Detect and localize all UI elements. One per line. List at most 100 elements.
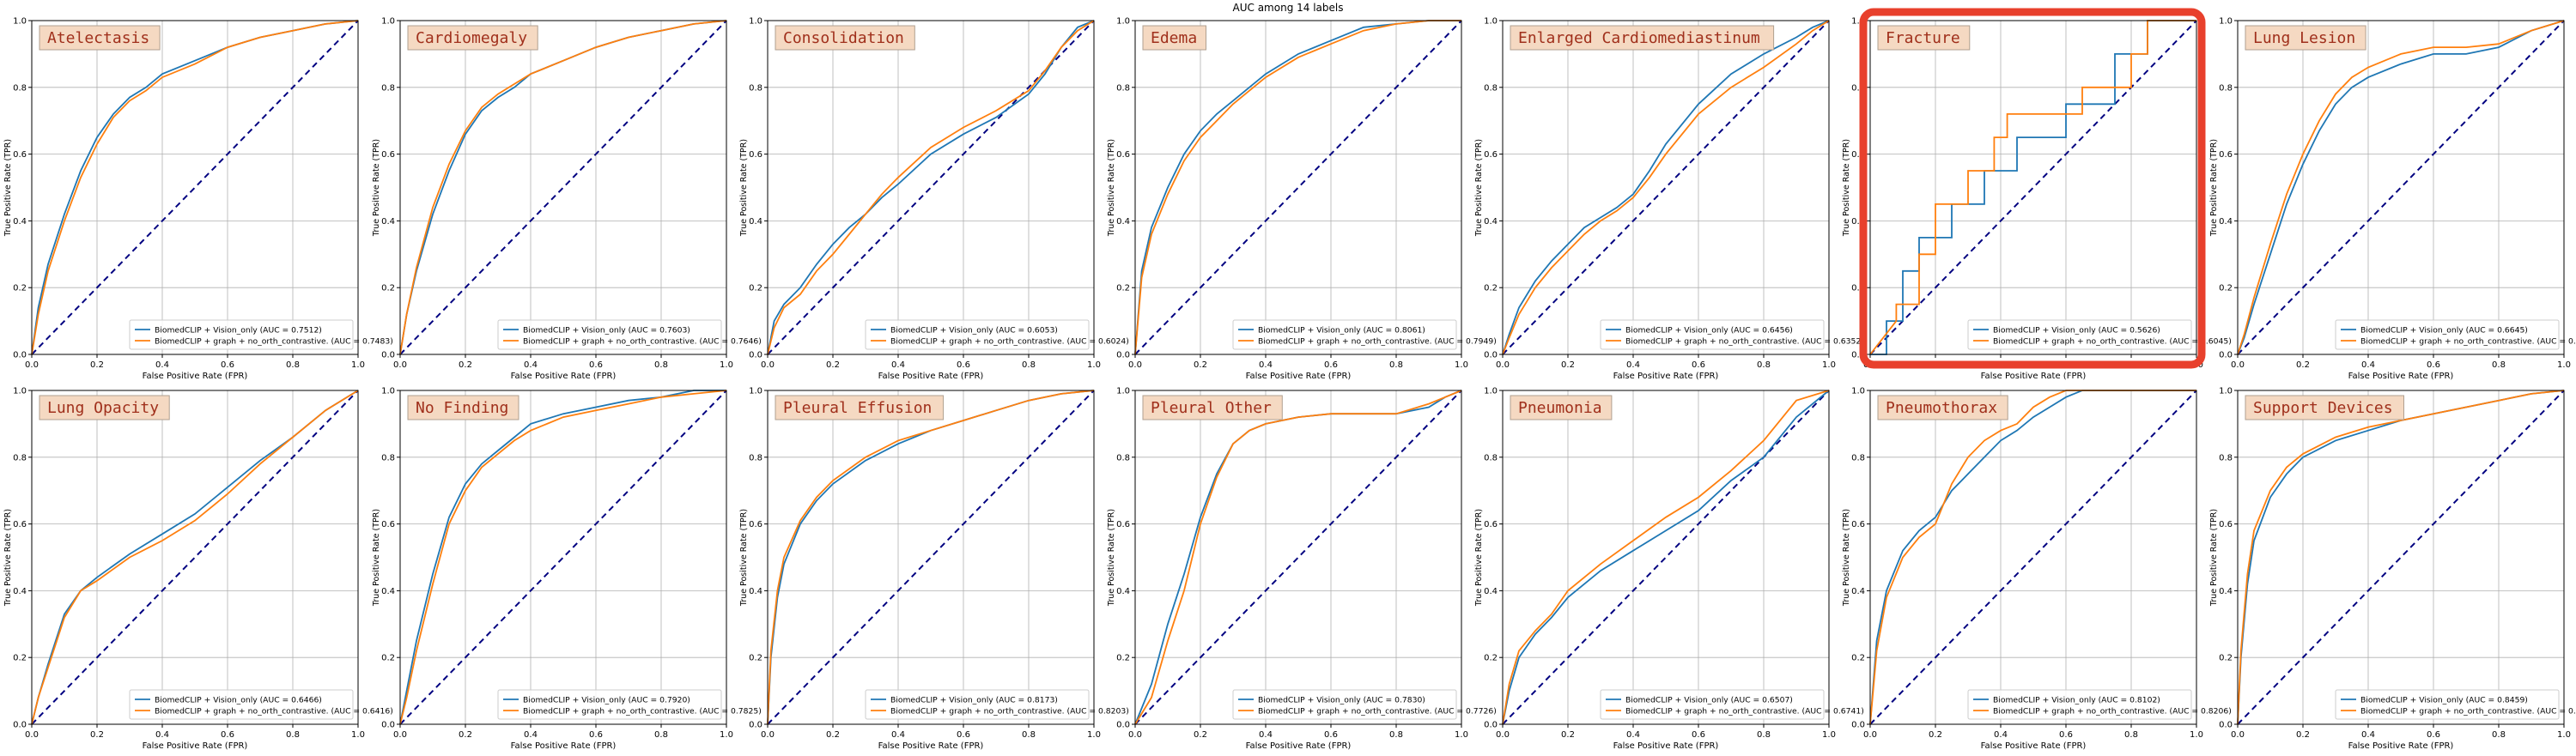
x-tick-label: 0.2 [826,730,840,740]
x-tick-label: 1.0 [2190,730,2203,740]
y-tick-label: 0.6 [749,520,762,529]
legend-entry: BiomedCLIP + graph + no_orth_contrastive… [1993,337,2232,347]
x-axis-label: False Positive Rate (FPR) [1981,372,2087,381]
roc-curve-graph [399,390,727,725]
panel-title-box [1510,25,1775,51]
legend-entry: BiomedCLIP + graph + no_orth_contrastive… [155,707,393,717]
y-tick-label: 0.8 [1116,453,1130,463]
legend-entry: BiomedCLIP + Vision_only (AUC = 0.8459) [2360,696,2528,705]
legend-entry: BiomedCLIP + graph + no_orth_contrastive… [1993,707,2232,717]
roc-curve-graph [767,390,1095,725]
legend-entry: BiomedCLIP + graph + no_orth_contrastive… [1258,707,1497,717]
y-tick-label: 0.0 [749,351,762,360]
legend-entry: BiomedCLIP + Vision_only (AUC = 0.8061) [1258,326,1425,336]
x-tick-label: 0.8 [286,730,300,740]
y-tick-label: 1.0 [1851,387,1865,396]
legend-box [1600,689,1825,720]
legend-box [129,689,354,720]
roc-curve-vision-only [1134,20,1461,355]
x-tick-label: 0.8 [2492,360,2506,370]
x-tick-label: 0.2 [90,360,104,370]
panel-title-box [1510,395,1613,420]
x-tick-label: 0.8 [1389,360,1403,370]
y-tick-label: 1.0 [749,17,762,27]
x-tick-label: 0.4 [1994,730,2008,740]
y-tick-label: 0.6 [1116,520,1130,529]
x-tick-label: 0.6 [1324,730,1338,740]
legend-entry: BiomedCLIP + graph + no_orth_contrastive… [2360,707,2576,717]
x-tick-label: 0.4 [891,360,905,370]
y-tick-label: 0.6 [13,520,27,529]
legend-box [1232,689,1457,720]
x-tick-label: 0.2 [1194,360,1207,370]
y-tick-label: 0.6 [381,150,395,160]
panel-title-box [775,395,945,420]
x-tick-label: 0.4 [2361,730,2375,740]
legend-entry: BiomedCLIP + Vision_only (AUC = 0.8173) [890,696,1058,705]
legend-entry: BiomedCLIP + graph + no_orth_contrastive… [155,337,393,347]
roc-panel: 0.00.00.20.20.40.40.60.60.80.81.01.0Fals… [2209,387,2576,752]
x-tick-label: 0.2 [1194,730,1207,740]
y-tick-label: 0.4 [749,217,762,227]
legend-box [2335,689,2560,720]
legend-entry: BiomedCLIP + Vision_only (AUC = 0.6456) [1625,326,1793,336]
y-tick-label: 1.0 [1851,17,1865,27]
roc-panel: 0.00.00.20.20.40.40.60.60.80.81.01.0Fals… [1474,17,1864,382]
chance-diagonal-line [399,390,727,725]
y-tick-label: 0.8 [1484,453,1498,463]
roc-curve-vision-only [1869,390,2196,725]
y-tick-label: 0.6 [749,150,762,160]
x-tick-label: 0.8 [1022,730,1036,740]
y-axis-label: True Positive Rate (TPR) [739,139,749,237]
y-tick-label: 0.2 [13,284,27,293]
x-tick-label: 1.0 [1455,360,1468,370]
legend-box [129,319,354,350]
y-tick-label: 1.0 [13,17,27,27]
y-tick-label: 1.0 [1116,387,1130,396]
x-tick-label: 1.0 [720,360,733,370]
x-tick-label: 0.0 [393,360,407,370]
panel-title: Pleural Other [1151,399,1272,417]
y-tick-label: 0.2 [749,654,762,663]
y-axis-label: True Positive Rate (TPR) [739,509,749,607]
y-tick-label: 1.0 [13,387,27,396]
figure-title: AUC among 14 labels [1232,2,1344,14]
y-tick-label: 0.0 [1484,721,1498,730]
chance-diagonal-line [1502,390,1830,725]
legend-entry: BiomedCLIP + graph + no_orth_contrastive… [890,337,1129,347]
roc-curve-vision-only [1870,20,2196,355]
x-tick-label: 0.2 [90,730,104,740]
chance-diagonal-line [2237,390,2565,725]
x-tick-label: 0.6 [2427,360,2440,370]
chance-diagonal-line [1502,20,1830,355]
y-tick-label: 0.0 [1116,351,1130,360]
y-axis-label: True Positive Rate (TPR) [372,509,381,607]
legend-entry: BiomedCLIP + Vision_only (AUC = 0.6053) [890,326,1058,336]
roc-panel: 0.00.00.20.20.40.40.60.60.80.81.01.0Fals… [1107,387,1497,752]
y-tick-label: 0.0 [2219,721,2233,730]
x-tick-label: 0.2 [2296,730,2310,740]
roc-curve-vision-only [1502,20,1830,355]
chance-diagonal-line [1134,390,1462,725]
x-tick-label: 0.2 [1929,730,1942,740]
y-tick-label: 0.8 [749,453,762,463]
x-tick-label: 1.0 [351,360,365,370]
x-tick-label: 0.6 [1692,360,1705,370]
axes-frame [1502,20,1830,355]
y-tick-label: 0.4 [2219,587,2233,596]
y-tick-label: 0.4 [1851,217,1865,227]
legend-box [865,689,1090,720]
axes-frame [1134,390,1462,725]
y-tick-label: 0.0 [381,351,395,360]
x-tick-label: 0.0 [1863,730,1877,740]
y-tick-label: 0.2 [1484,284,1498,293]
roc-panel: 0.00.00.20.20.40.40.60.60.80.81.01.0Fals… [3,17,393,382]
x-tick-label: 0.0 [393,730,407,740]
y-axis-label: True Positive Rate (TPR) [1474,139,1484,237]
roc-curve-vision-only [767,20,1095,355]
x-tick-label: 0.6 [221,360,234,370]
y-tick-label: 0.8 [1484,83,1498,93]
panel-title: Lung Opacity [47,399,159,417]
y-tick-label: 0.6 [1851,150,1865,160]
y-tick-label: 0.2 [381,654,395,663]
